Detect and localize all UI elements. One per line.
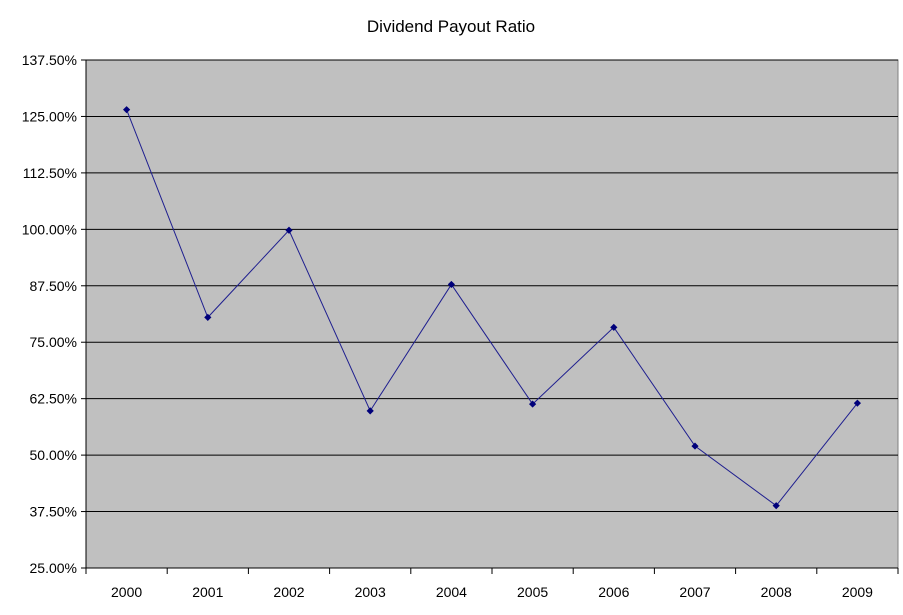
data-point [366,407,374,415]
y-tick-label: 137.50% [22,52,77,68]
x-tick-label: 2000 [111,584,142,600]
x-tick-label: 2004 [436,584,467,600]
series-line [126,109,858,507]
data-point [447,280,455,289]
y-tick-label: 37.50% [30,504,77,520]
y-tick-label: 25.00% [30,560,77,576]
y-tick-label: 125.00% [22,108,77,124]
x-tick-label: 2002 [273,584,304,600]
x-tick-label: 2009 [842,584,873,600]
data-point [772,502,780,510]
x-tick-label: 2006 [598,584,629,600]
y-tick-label: 87.50% [30,278,77,294]
data-point [529,400,537,408]
data-point [610,323,618,331]
x-tick-label: 2001 [192,584,223,600]
x-axis: 2000 2001 2002 2003 2004 2005 2006 2007 2008 2009 [85,567,899,600]
data-point [204,313,212,321]
y-tick-label: 100.00% [22,221,77,237]
y-tick-label: 112.50% [23,165,77,181]
x-tick-label: 2007 [679,584,710,600]
plot-area [85,59,899,569]
data-point [853,399,861,407]
y-tick-label: 50.00% [30,447,77,463]
data-point [123,106,131,114]
x-tick-label: 2005 [517,584,548,600]
gridlines [86,59,898,513]
y-tick-label: 62.50% [30,391,77,407]
x-tick-label: 2008 [761,584,792,600]
chart-title: Dividend Payout Ratio [367,17,535,36]
y-tick-label: 75.00% [30,334,77,350]
series-group [123,106,861,510]
x-tick-label: 2003 [355,584,386,600]
data-point [285,226,293,234]
y-axis: 25.00% 37.50% 50.00% 62.50% 75.00% 87.50% 100.… [22,52,87,576]
data-point [691,442,699,450]
